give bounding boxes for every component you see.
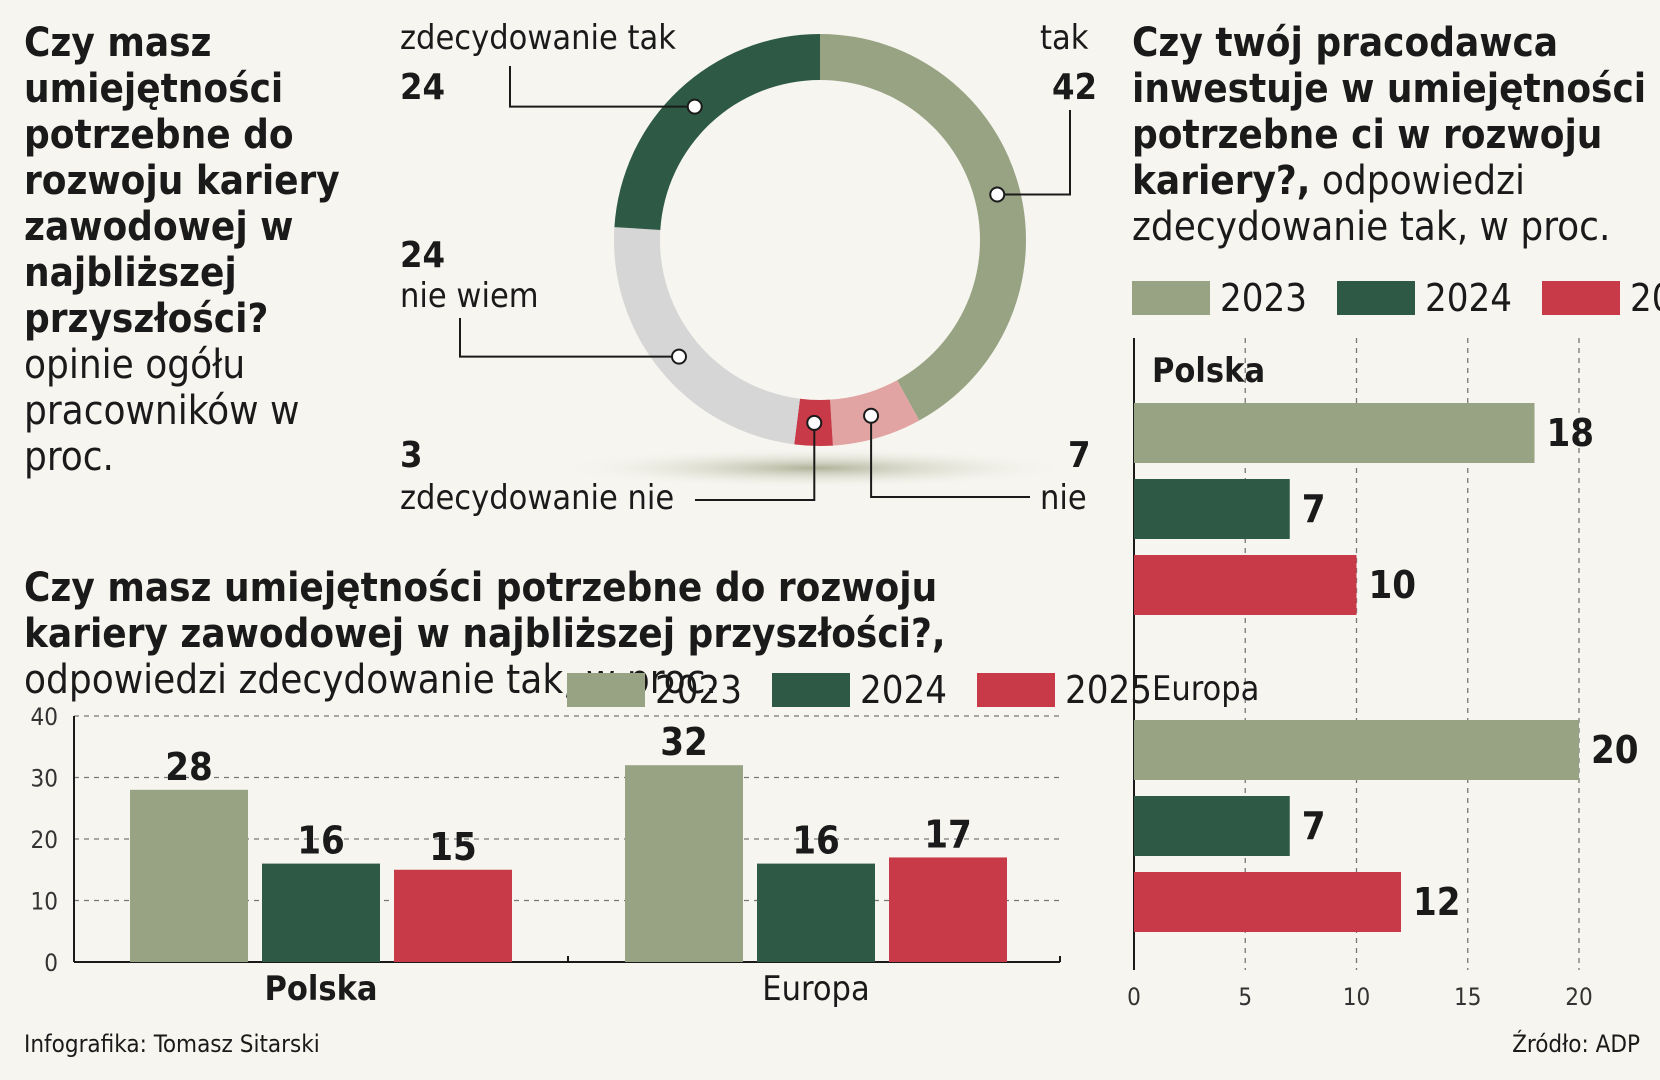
hbar-bar-Europa-2024 xyxy=(1134,796,1290,856)
hbar-title-text: Czy twój pracodawca inwestuje w umiejętn… xyxy=(1132,20,1647,204)
vbar-bar-Polska-2024 xyxy=(262,863,380,962)
leader-dot xyxy=(863,407,880,424)
hbar-bar-Polska-2023 xyxy=(1134,403,1535,463)
leader-line-zdecydowanie-nie xyxy=(695,422,816,501)
hbar-tick-label: 20 xyxy=(1565,983,1592,1011)
legend-label-2023: 2023 xyxy=(655,668,742,712)
vbar-value-label: 32 xyxy=(660,720,708,764)
vbar-chart: 0 10 20 30 40 28 16 15 Polska 32 16 17 Europa xyxy=(31,703,1061,1009)
value-zdecydowanie-nie: 3 xyxy=(400,435,423,476)
leader-line-tak xyxy=(997,110,1071,196)
swatch-2024 xyxy=(1336,281,1415,315)
hbar-chart: 0 5 10 15 20 Polska 18 7 10 Europa 20 7 12 xyxy=(1127,338,1639,1011)
legend-2024: 2024 xyxy=(771,668,947,712)
hbar-value-label: 20 xyxy=(1591,728,1639,772)
label-zdecydowanie-tak: zdecydowanie tak xyxy=(400,18,676,58)
legend-2024: 2024 xyxy=(1336,276,1512,320)
vbar-value-label: 16 xyxy=(297,819,345,863)
vbar-value-label: 15 xyxy=(429,825,477,869)
hbar-value-label: 7 xyxy=(1302,487,1326,531)
vbar-title: Czy masz umiejętności potrzebne do rozwo… xyxy=(24,565,1074,703)
value-zdecydowanie-tak: 24 xyxy=(400,67,446,108)
vbar-value-label: 17 xyxy=(924,812,972,856)
swatch-2025 xyxy=(976,673,1055,707)
leader-line-nie-wiem xyxy=(459,318,679,358)
legend-2023: 2023 xyxy=(567,668,742,712)
hbar-bar-Europa-2025 xyxy=(1134,872,1401,932)
label-nie: nie xyxy=(1040,478,1087,518)
hbar-value-label: 10 xyxy=(1369,563,1417,607)
swatch-2025 xyxy=(1541,281,1620,315)
legend-2025: 2025 xyxy=(976,668,1152,712)
vbar-tick-label: 30 xyxy=(31,765,58,793)
hbar-bar-Polska-2025 xyxy=(1134,555,1357,615)
vbar-tick-label: 40 xyxy=(31,703,58,731)
hbar-tick-label: 15 xyxy=(1454,983,1481,1011)
legend-label-2025: 2025 xyxy=(1064,668,1152,712)
hbar-value-label: 7 xyxy=(1302,804,1326,848)
vbar-tick-label: 20 xyxy=(31,826,58,854)
swatch-2023 xyxy=(1132,281,1210,315)
donut-slice-tak xyxy=(820,34,1026,421)
label-zdecydowanie-nie: zdecydowanie nie xyxy=(400,478,675,518)
legend-label-2023: 2023 xyxy=(1220,276,1307,320)
donut-slice-zdecydowanie-tak xyxy=(614,34,820,230)
legend-label-2025: 2025 xyxy=(1629,276,1660,320)
leader-dot xyxy=(686,98,703,115)
donut-subtitle: opinie ogółu pracowników w proc. xyxy=(24,342,300,480)
legend-2023: 2023 xyxy=(1132,276,1307,320)
legend-label-2024: 2024 xyxy=(859,668,947,712)
hbar-tick-label: 5 xyxy=(1238,983,1252,1011)
hbar-tick-label: 10 xyxy=(1343,983,1370,1011)
vbar-legend: 2023 2024 2025 xyxy=(567,668,1182,712)
swatch-2024 xyxy=(771,673,850,707)
vbar-value-label: 28 xyxy=(165,745,213,789)
legend-2025: 2025 xyxy=(1541,276,1660,320)
hbar-bar-Europa-2023 xyxy=(1134,720,1579,780)
vbar-category-label: Polska xyxy=(264,969,377,1009)
vbar-category-label: Europa xyxy=(762,969,869,1009)
hbar-group-label: Europa xyxy=(1152,669,1259,709)
vbar-bar-Polska-2025 xyxy=(394,869,512,962)
hbar-legend: 2023 2024 2025 xyxy=(1132,276,1660,320)
leader-line-nie xyxy=(870,415,1030,498)
hbar-group-label: Polska xyxy=(1152,351,1265,391)
hbar-value-label: 12 xyxy=(1413,880,1461,924)
donut-slice-nie-wiem xyxy=(613,227,800,445)
vbar-bar-Europa-2024 xyxy=(757,863,875,962)
label-nie-wiem: nie wiem xyxy=(400,276,539,316)
vbar-value-label: 16 xyxy=(792,819,840,863)
vbar-tick-label: 10 xyxy=(31,888,58,916)
label-tak: tak xyxy=(1040,18,1089,58)
leader-dot xyxy=(670,348,687,365)
leader-dot xyxy=(989,186,1006,203)
hbar-tick-label: 0 xyxy=(1127,983,1141,1011)
vbar-bar-Polska-2023 xyxy=(130,789,248,962)
donut-chart xyxy=(459,34,1075,501)
value-nie-wiem: 24 xyxy=(400,235,446,276)
vbar-bar-Europa-2023 xyxy=(625,765,743,962)
footer-credit: Infografika: Tomasz Sitarski xyxy=(24,1030,320,1058)
vbar-bar-Europa-2025 xyxy=(889,857,1007,962)
hbar-value-label: 18 xyxy=(1547,411,1595,455)
hbar-bar-Polska-2024 xyxy=(1134,479,1290,539)
leader-dot xyxy=(806,414,823,431)
donut-title: Czy masz umiejętności potrzebne do rozwo… xyxy=(24,20,384,480)
value-nie: 7 xyxy=(1068,435,1091,476)
footer-source: Źródło: ADP xyxy=(1512,1030,1640,1058)
hbar-subtitle: odpowiedzi zdecydowanie tak, w proc. xyxy=(1132,158,1611,250)
value-tak: 42 xyxy=(1052,67,1098,108)
legend-label-2024: 2024 xyxy=(1424,276,1512,320)
hbar-title: Czy twój pracodawca inwestuje w umiejętn… xyxy=(1132,20,1652,250)
vbar-title-text: Czy masz umiejętności potrzebne do rozwo… xyxy=(24,565,946,657)
vbar-tick-label: 0 xyxy=(44,949,58,977)
swatch-2023 xyxy=(567,673,645,707)
leader-line-zdecydowanie-tak xyxy=(509,66,695,108)
donut-title-text: Czy masz umiejętności potrzebne do rozwo… xyxy=(24,20,340,342)
